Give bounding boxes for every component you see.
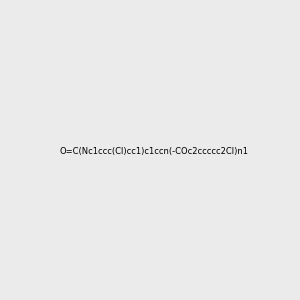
Text: O=C(Nc1ccc(Cl)cc1)c1ccn(-COc2ccccc2Cl)n1: O=C(Nc1ccc(Cl)cc1)c1ccn(-COc2ccccc2Cl)n1 [59,147,248,156]
